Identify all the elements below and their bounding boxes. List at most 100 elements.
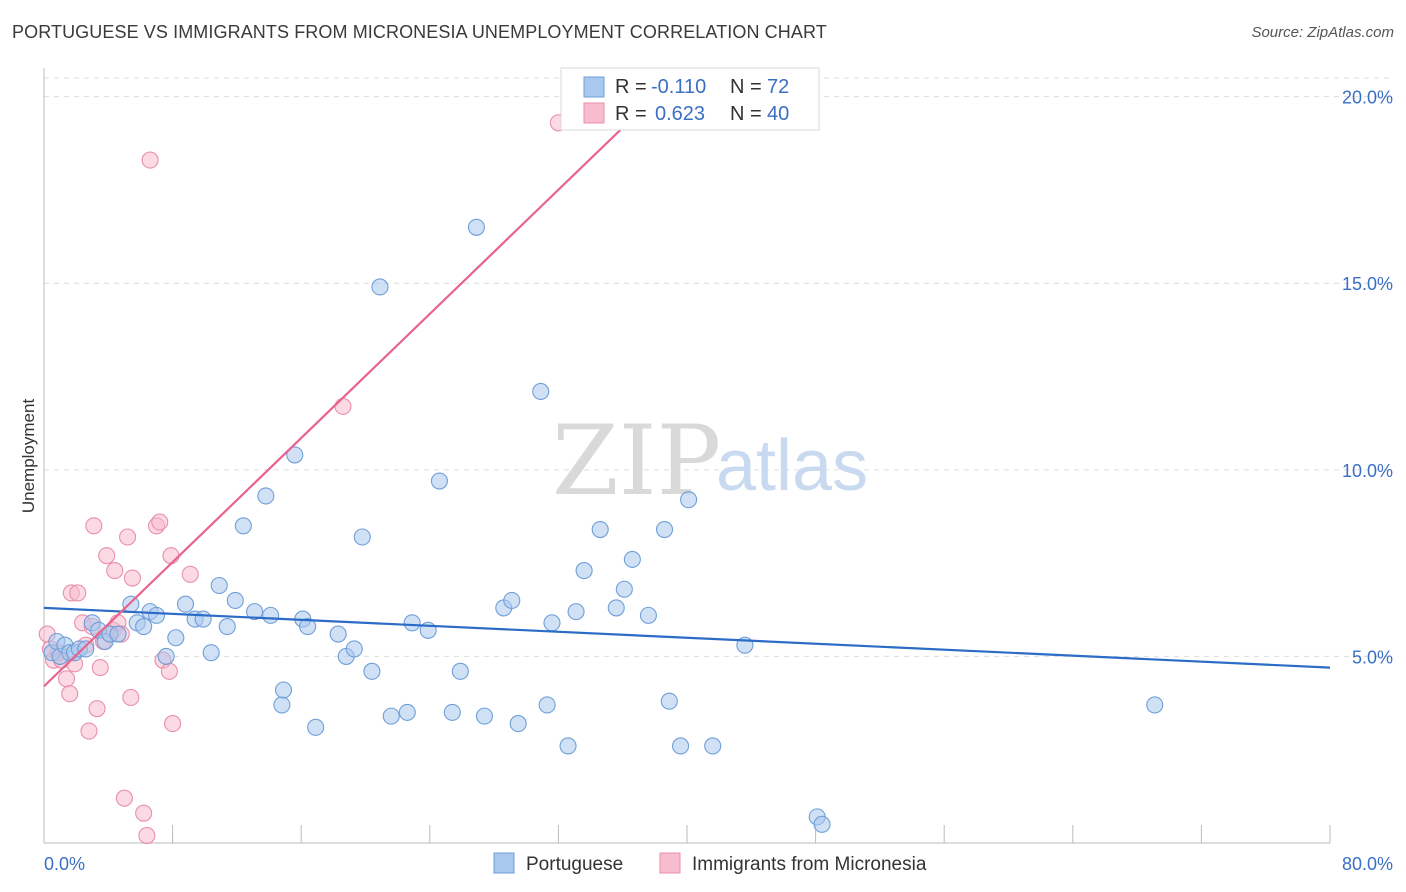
bottom-legend-label-portuguese: Portuguese [526,854,623,875]
portuguese-point [1146,696,1164,714]
micronesia-point [181,565,199,583]
axes [43,68,1331,844]
portuguese-point [262,606,280,624]
micronesia-point [69,584,87,602]
micronesia-point [98,547,116,565]
portuguese-point [543,614,561,632]
y-axis-title: Unemployment [19,399,38,514]
portuguese-point [176,595,195,613]
micronesia-point [80,722,98,740]
portuguese-point [430,472,448,490]
legend-swatch-portuguese [583,76,605,98]
y-tick-labels: 5.0% 10.0% 15.0% 20.0% [1342,88,1393,668]
portuguese-point [226,591,244,609]
series-legend: Portuguese Immigrants from Micronesia [493,852,927,875]
portuguese-point [307,718,325,736]
portuguese-point [109,625,127,643]
portuguese-point [210,576,228,595]
portuguese-point [559,737,577,755]
micronesia-point [138,826,156,845]
portuguese-point [273,696,291,714]
portuguese-point [639,606,657,624]
portuguese-point [246,603,264,621]
portuguese-point [77,640,95,658]
micronesia-point [91,659,109,677]
portuguese-point [591,520,609,539]
watermark-atlas: atlas [716,426,868,506]
portuguese-point [623,550,641,568]
portuguese-point [135,618,153,636]
micronesia-point [164,715,182,733]
y-tick-label: 20.0% [1342,88,1393,108]
legend-r-value-micronesia: 0.623 [655,103,705,125]
portuguese-point [363,662,381,680]
portuguese-point [382,707,400,725]
watermark: ZIP atlas [552,405,868,517]
portuguese-point [147,606,166,624]
y-tick-label: 15.0% [1342,274,1393,294]
bottom-legend-label-micronesia: Immigrants from Micronesia [692,854,927,875]
portuguese-point [218,618,236,636]
legend-n-value-micronesia: 40 [767,103,789,125]
portuguese-point [371,278,389,296]
micronesia-point [135,804,153,822]
portuguese-point [345,640,363,658]
micronesia-point [151,513,169,531]
source-credit: Source: ZipAtlas.com [1251,24,1394,41]
micronesia-point [122,688,140,707]
portuguese-point [813,815,831,833]
x-tick-labels: 0.0% 80.0% [44,854,1393,874]
chart-title: PORTUGUESE VS IMMIGRANTS FROM MICRONESIA… [12,22,827,42]
portuguese-point [167,629,185,647]
portuguese-point [202,644,220,662]
micronesia-point [85,517,103,535]
y-tick-label: 5.0% [1352,647,1393,667]
portuguese-point [443,703,461,721]
gridlines [44,77,1392,657]
micronesia-point [123,569,141,587]
micronesia-point [162,547,180,565]
y-tick-label: 10.0% [1342,461,1393,481]
micronesia-point [115,789,133,807]
portuguese-point [157,647,175,665]
legend-r-label-micronesia: R = [615,103,647,125]
correlation-legend: R = -0.110 N = 72 R = 0.623 N = 40 [560,67,820,131]
micronesia-point [106,562,124,580]
portuguese-point [575,562,593,580]
portuguese-point [503,591,521,609]
portuguese-point [353,528,371,546]
portuguese-point [286,446,304,464]
portuguese-point [398,703,416,721]
bottom-legend-swatch-portuguese [493,852,515,874]
portuguese-point [257,487,275,505]
portuguese-point [680,491,698,509]
portuguese-point [329,625,347,643]
portuguese-point [704,737,722,755]
micronesia-point [141,151,159,169]
legend-swatch-micronesia [583,102,605,124]
portuguese-point [672,737,690,755]
legend-r-value-portuguese: -0.110 [651,76,706,98]
portuguese-point [234,517,252,535]
portuguese-point [532,382,550,401]
bottom-legend-swatch-micronesia [659,852,681,874]
trend-lines [43,95,1331,688]
portuguese-point [403,614,421,632]
portuguese-point [655,520,674,539]
portuguese-point [567,603,585,621]
portuguese-point [509,715,527,733]
x-tick-label-min: 0.0% [44,854,85,874]
series-portuguese-points [43,218,1164,833]
legend-n-label-micronesia: N = [730,103,762,125]
micronesia-point [57,670,76,688]
portuguese-point [660,692,678,710]
portuguese-point [615,580,633,598]
legend-r-label-portuguese: R = [615,76,647,98]
portuguese-point [274,681,293,699]
portuguese-point [538,696,556,714]
portuguese-trend-line [43,606,1331,669]
legend-n-value-portuguese: 72 [767,76,789,98]
micronesia-point [119,528,137,546]
micronesia-point [88,700,106,718]
